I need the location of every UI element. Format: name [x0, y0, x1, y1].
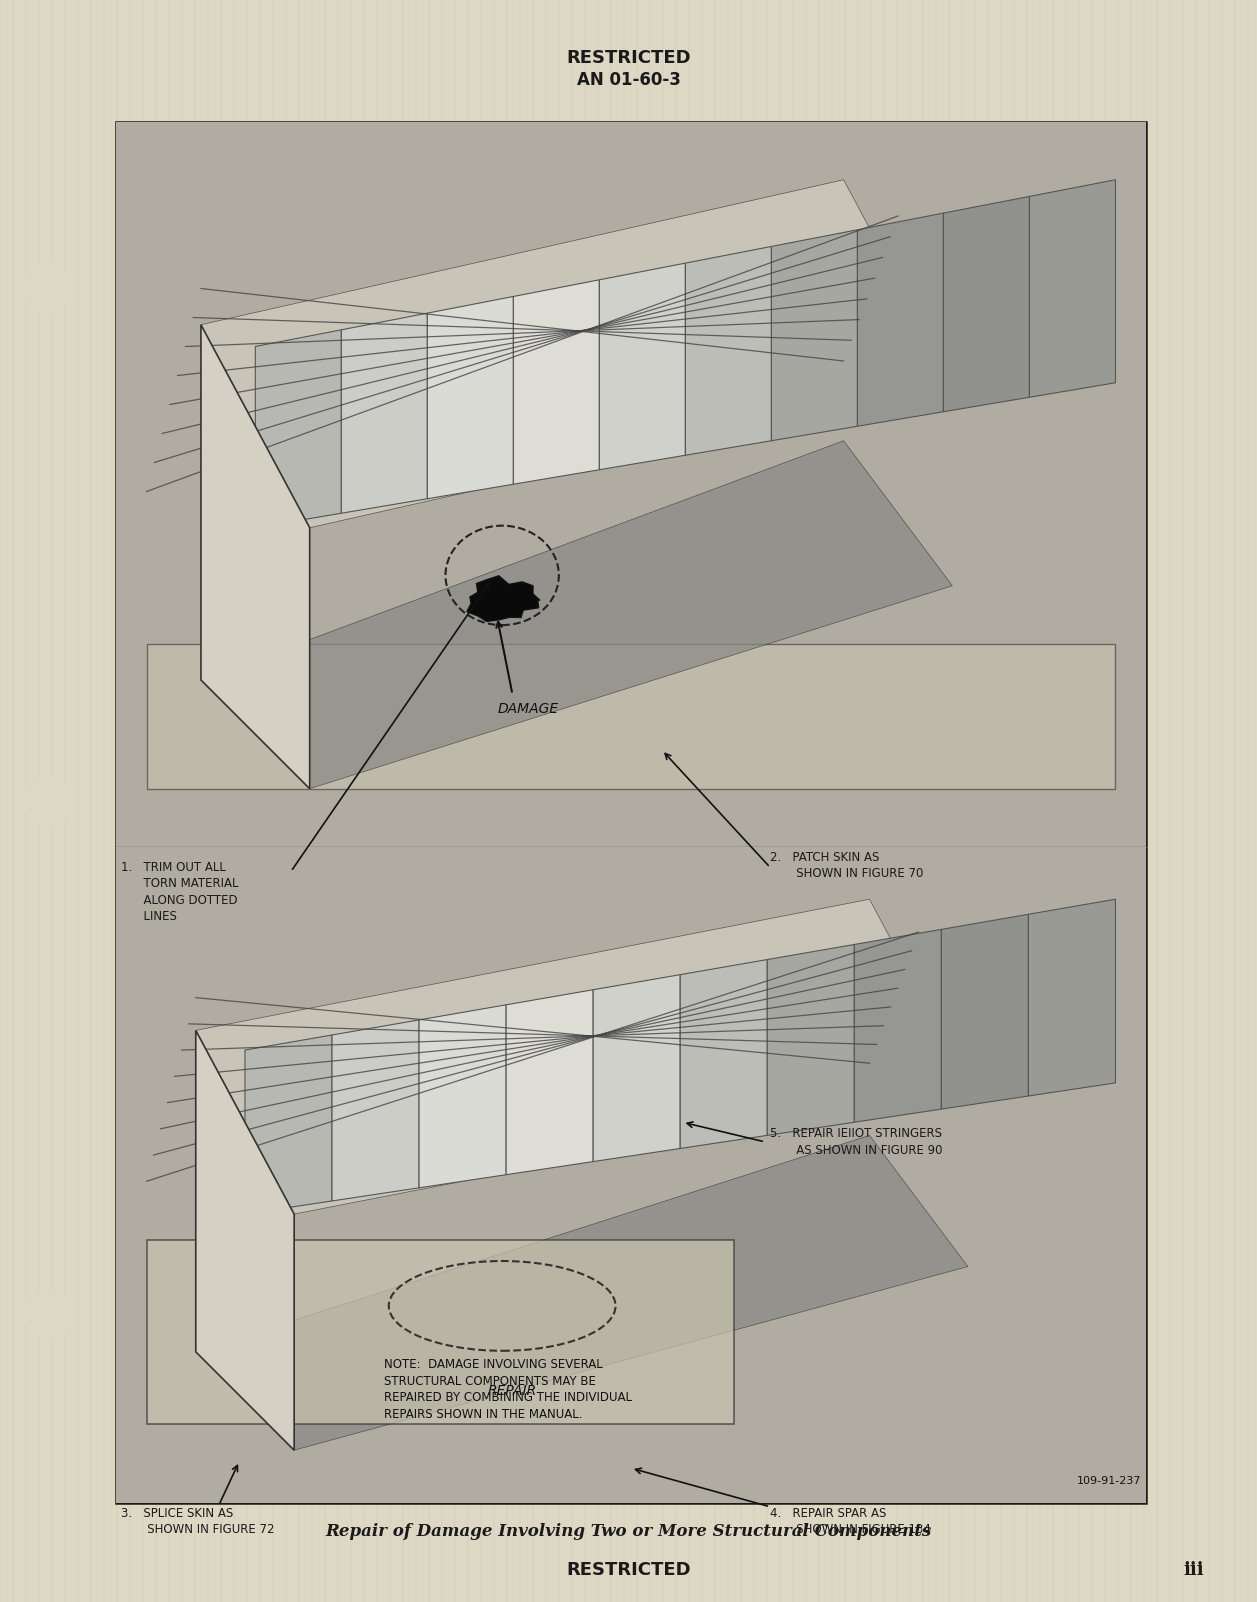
Polygon shape	[507, 990, 593, 1174]
Text: 5.   REPAIR IEIIОТ STRINGERS
       AS SHOWN IN FIGURE 90: 5. REPAIR IEIIОТ STRINGERS AS SHOWN IN F…	[771, 1128, 943, 1157]
Polygon shape	[147, 644, 1115, 788]
Polygon shape	[419, 1004, 507, 1187]
Polygon shape	[944, 197, 1029, 412]
Polygon shape	[772, 229, 857, 441]
Polygon shape	[196, 1136, 968, 1450]
Polygon shape	[196, 1030, 294, 1450]
Polygon shape	[196, 899, 968, 1214]
Polygon shape	[342, 312, 427, 513]
Polygon shape	[332, 1020, 419, 1202]
Polygon shape	[201, 179, 953, 527]
Polygon shape	[245, 1035, 332, 1214]
Polygon shape	[513, 280, 600, 484]
Text: 109-91-237: 109-91-237	[1077, 1475, 1141, 1487]
Bar	[116, 847, 1146, 1503]
Polygon shape	[600, 263, 685, 469]
Polygon shape	[1029, 179, 1115, 397]
Polygon shape	[427, 296, 513, 498]
Polygon shape	[593, 974, 680, 1161]
Polygon shape	[767, 945, 855, 1136]
Polygon shape	[255, 330, 342, 527]
Bar	[116, 122, 1146, 1503]
Text: 1.   TRIM OUT ALL
      TORN MATERIAL
      ALONG DOTTED
      LINES: 1. TRIM OUT ALL TORN MATERIAL ALONG DOTT…	[121, 860, 239, 923]
Polygon shape	[855, 929, 941, 1123]
Text: DAMAGE: DAMAGE	[498, 702, 558, 716]
Bar	[116, 122, 1146, 847]
Text: Repair of Damage Involving Two or More Structural Components: Repair of Damage Involving Two or More S…	[326, 1524, 931, 1540]
Polygon shape	[466, 575, 541, 622]
Circle shape	[23, 1288, 73, 1339]
Text: 2.   PATCH SKIN AS
       SHOWN IN FIGURE 70: 2. PATCH SKIN AS SHOWN IN FIGURE 70	[771, 851, 924, 881]
Polygon shape	[1028, 899, 1115, 1096]
Polygon shape	[941, 915, 1028, 1109]
Polygon shape	[857, 213, 944, 426]
Circle shape	[23, 775, 73, 827]
Polygon shape	[685, 247, 772, 455]
Text: 3.   SPLICE SKIN AS
       SHOWN IN FIGURE 72: 3. SPLICE SKIN AS SHOWN IN FIGURE 72	[121, 1507, 274, 1536]
Text: AN 01-60-3: AN 01-60-3	[577, 70, 680, 90]
Text: 4.   REPAIR SPAR AS
       SHOWN IN FIGURE 134: 4. REPAIR SPAR AS SHOWN IN FIGURE 134	[771, 1507, 931, 1536]
Circle shape	[23, 263, 73, 314]
Text: iii: iii	[1184, 1560, 1204, 1580]
Text: NOTE:  DAMAGE INVOLVING SEVERAL
STRUCTURAL COMPONENTS MAY BE
REPAIRED BY COMBINI: NOTE: DAMAGE INVOLVING SEVERAL STRUCTURA…	[383, 1358, 631, 1421]
Text: RESTRICTED: RESTRICTED	[566, 48, 691, 67]
Polygon shape	[147, 1240, 734, 1424]
Polygon shape	[201, 325, 309, 788]
Polygon shape	[201, 441, 953, 788]
Text: REPAIR: REPAIR	[488, 1384, 537, 1399]
Text: RESTRICTED: RESTRICTED	[566, 1560, 691, 1580]
Polygon shape	[680, 960, 767, 1149]
